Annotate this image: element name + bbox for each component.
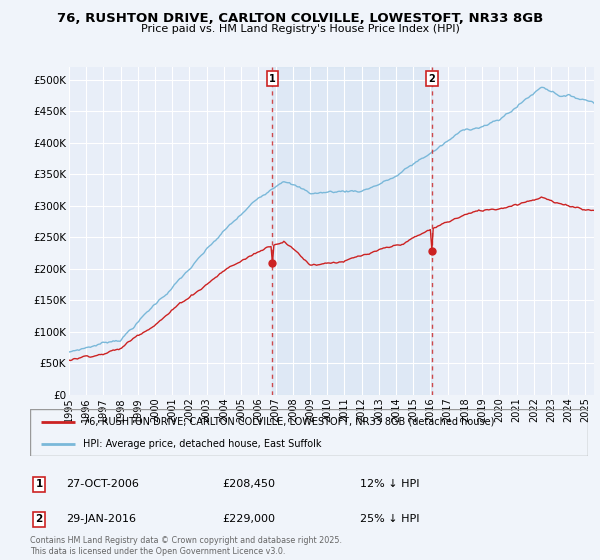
Text: £229,000: £229,000: [222, 514, 275, 524]
Text: £208,450: £208,450: [222, 479, 275, 489]
Text: 1: 1: [35, 479, 43, 489]
Text: Contains HM Land Registry data © Crown copyright and database right 2025.
This d: Contains HM Land Registry data © Crown c…: [30, 536, 342, 556]
Text: 76, RUSHTON DRIVE, CARLTON COLVILLE, LOWESTOFT, NR33 8GB (detached house): 76, RUSHTON DRIVE, CARLTON COLVILLE, LOW…: [83, 417, 494, 427]
Text: HPI: Average price, detached house, East Suffolk: HPI: Average price, detached house, East…: [83, 438, 322, 449]
Text: Price paid vs. HM Land Registry's House Price Index (HPI): Price paid vs. HM Land Registry's House …: [140, 24, 460, 34]
Text: 2: 2: [428, 74, 435, 83]
Text: 76, RUSHTON DRIVE, CARLTON COLVILLE, LOWESTOFT, NR33 8GB: 76, RUSHTON DRIVE, CARLTON COLVILLE, LOW…: [57, 12, 543, 25]
Text: 27-OCT-2006: 27-OCT-2006: [66, 479, 139, 489]
Text: 12% ↓ HPI: 12% ↓ HPI: [360, 479, 419, 489]
Text: 29-JAN-2016: 29-JAN-2016: [66, 514, 136, 524]
Text: 25% ↓ HPI: 25% ↓ HPI: [360, 514, 419, 524]
Bar: [272, 67, 432, 395]
Text: 1: 1: [269, 74, 276, 83]
Text: 2: 2: [35, 514, 43, 524]
